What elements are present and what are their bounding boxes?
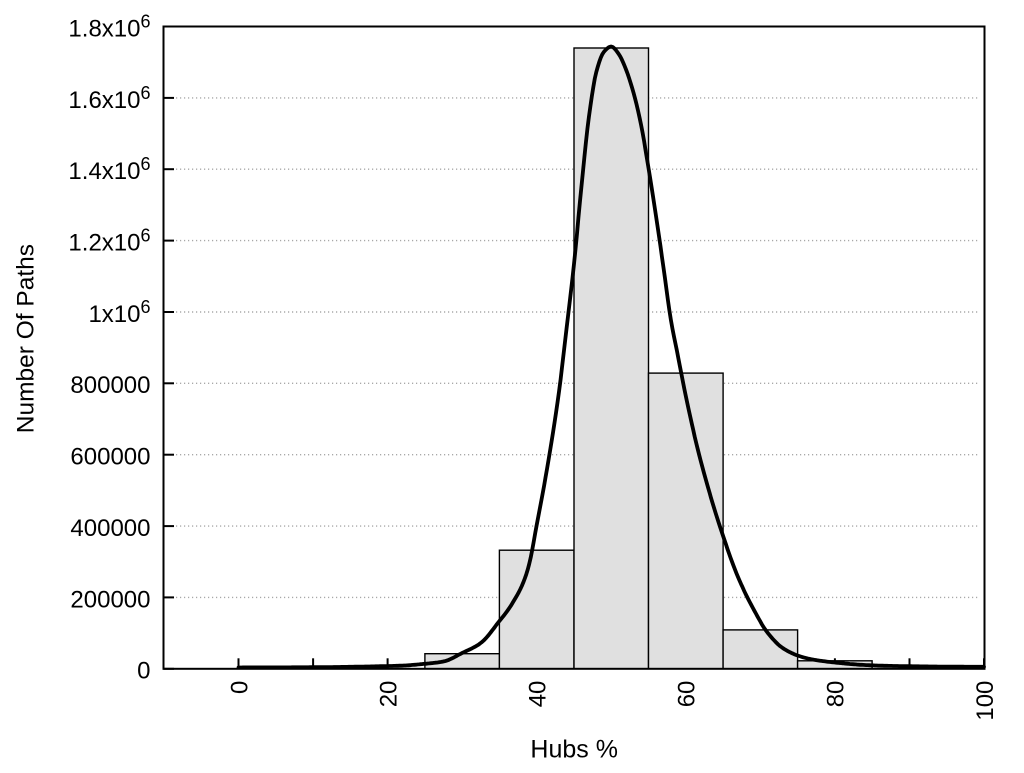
svg-text:1x106: 1x106 xyxy=(88,297,150,328)
svg-text:20: 20 xyxy=(375,681,402,708)
svg-text:200000: 200000 xyxy=(70,586,150,613)
svg-text:800000: 800000 xyxy=(70,372,150,399)
svg-text:0: 0 xyxy=(226,681,253,694)
svg-text:1.6x106: 1.6x106 xyxy=(68,83,150,114)
svg-text:1.8x106: 1.8x106 xyxy=(68,11,150,42)
svg-text:Number Of Paths: Number Of Paths xyxy=(13,244,40,433)
svg-text:60: 60 xyxy=(674,681,701,708)
svg-text:40: 40 xyxy=(525,681,552,708)
svg-text:Hubs %: Hubs % xyxy=(530,736,618,764)
svg-text:80: 80 xyxy=(823,681,850,708)
svg-text:0: 0 xyxy=(137,658,150,685)
svg-text:600000: 600000 xyxy=(70,444,150,471)
svg-text:400000: 400000 xyxy=(70,515,150,542)
svg-text:100: 100 xyxy=(972,681,999,721)
svg-text:1.2x106: 1.2x106 xyxy=(68,226,150,257)
svg-text:1.4x106: 1.4x106 xyxy=(68,154,150,185)
